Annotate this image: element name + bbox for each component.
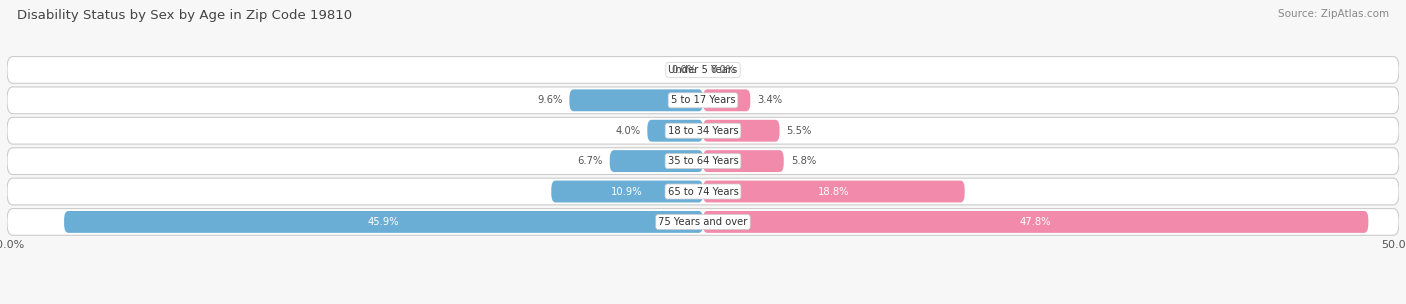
FancyBboxPatch shape <box>610 150 703 172</box>
Text: 5.8%: 5.8% <box>790 156 815 166</box>
Text: Source: ZipAtlas.com: Source: ZipAtlas.com <box>1278 9 1389 19</box>
Text: 3.4%: 3.4% <box>758 95 782 105</box>
Text: 75 Years and over: 75 Years and over <box>658 217 748 227</box>
FancyBboxPatch shape <box>703 181 965 202</box>
FancyBboxPatch shape <box>647 120 703 142</box>
Text: 5 to 17 Years: 5 to 17 Years <box>671 95 735 105</box>
Text: 4.0%: 4.0% <box>616 126 640 136</box>
Text: 6.7%: 6.7% <box>578 156 603 166</box>
Text: 0.0%: 0.0% <box>710 65 735 75</box>
Text: 0.0%: 0.0% <box>671 65 696 75</box>
FancyBboxPatch shape <box>7 87 1399 114</box>
Text: 47.8%: 47.8% <box>1019 217 1052 227</box>
FancyBboxPatch shape <box>65 211 703 233</box>
Text: 45.9%: 45.9% <box>368 217 399 227</box>
Text: 5.5%: 5.5% <box>786 126 811 136</box>
FancyBboxPatch shape <box>703 150 783 172</box>
Text: 35 to 64 Years: 35 to 64 Years <box>668 156 738 166</box>
FancyBboxPatch shape <box>551 181 703 202</box>
FancyBboxPatch shape <box>7 178 1399 205</box>
Text: 9.6%: 9.6% <box>537 95 562 105</box>
FancyBboxPatch shape <box>703 211 1368 233</box>
FancyBboxPatch shape <box>7 57 1399 83</box>
Text: Disability Status by Sex by Age in Zip Code 19810: Disability Status by Sex by Age in Zip C… <box>17 9 352 22</box>
Text: 10.9%: 10.9% <box>612 187 643 196</box>
FancyBboxPatch shape <box>703 120 779 142</box>
FancyBboxPatch shape <box>7 148 1399 174</box>
FancyBboxPatch shape <box>7 209 1399 235</box>
FancyBboxPatch shape <box>703 89 751 111</box>
Text: Under 5 Years: Under 5 Years <box>668 65 738 75</box>
Text: 18.8%: 18.8% <box>818 187 849 196</box>
FancyBboxPatch shape <box>7 117 1399 144</box>
Text: 65 to 74 Years: 65 to 74 Years <box>668 187 738 196</box>
FancyBboxPatch shape <box>569 89 703 111</box>
Text: 18 to 34 Years: 18 to 34 Years <box>668 126 738 136</box>
